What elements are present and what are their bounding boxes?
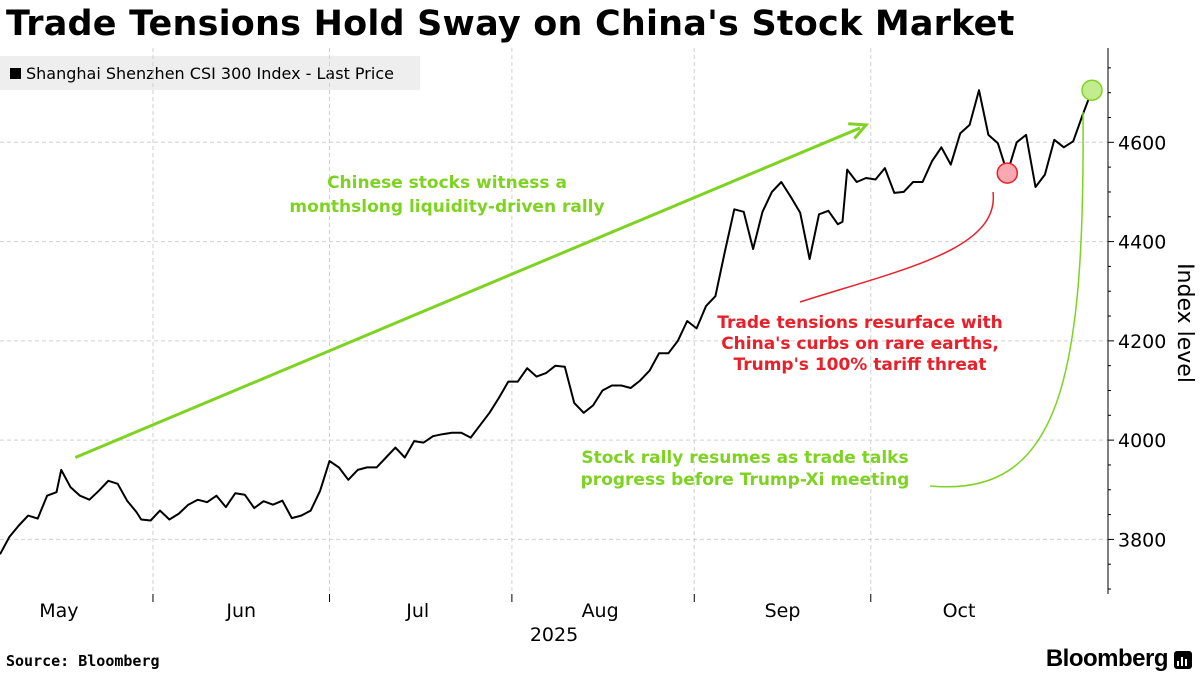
- legend: Shanghai Shenzhen CSI 300 Index - Last P…: [0, 56, 420, 90]
- series-line: [0, 89, 1093, 555]
- x-tick-label: Jul: [405, 600, 429, 622]
- gridlines: [0, 48, 1108, 594]
- rally-annotation-text: Chinese stocks witness a: [327, 173, 567, 193]
- resume-annotation-text: progress before Trump-Xi meeting: [581, 470, 910, 490]
- rally-annotation-text: monthslong liquidity-driven rally: [289, 197, 604, 217]
- y-tick-label: 4600: [1118, 132, 1166, 154]
- rally-arrow-head: [848, 122, 870, 140]
- tension-marker: [996, 162, 1019, 184]
- axes: 3800 4000 4200 4400 4600 May Jun Jul Aug Sep Oct 20…: [39, 48, 1197, 646]
- x-axis-label: 2025: [530, 624, 578, 646]
- bloomberg-logo: Bloomberg: [1045, 645, 1169, 672]
- tension-annotation-text: Trump's 100% tariff threat: [733, 355, 986, 375]
- x-tick-label: Jun: [225, 600, 256, 622]
- resume-connector: [929, 111, 1084, 488]
- source-note: Source: Bloomberg: [6, 652, 160, 670]
- resume-marker: [1081, 79, 1103, 101]
- y-tick-label: 4400: [1118, 232, 1166, 254]
- tension-annotation-text: Trade tensions resurface with: [717, 313, 1002, 333]
- y-axis-label: Index level: [1172, 263, 1197, 383]
- resume-annotation-text: Stock rally resumes as trade talks: [581, 448, 908, 468]
- x-tick-label: May: [39, 600, 78, 622]
- x-tick-label: Aug: [582, 600, 619, 622]
- tension-annotation-text: China's curbs on rare earths,: [721, 334, 999, 354]
- series-layer: [0, 89, 1093, 555]
- y-tick-label: 4200: [1118, 331, 1166, 353]
- annotation-layer: Chinese stocks witness a monthslong liqui…: [74, 79, 1103, 490]
- chart-title: Trade Tensions Hold Sway on China's Stoc…: [6, 4, 1015, 44]
- x-tick-label: Oct: [943, 600, 976, 622]
- legend-swatch: [10, 67, 21, 79]
- tension-connector: [799, 191, 994, 303]
- x-tick-label: Sep: [765, 600, 801, 622]
- rally-arrow-shaft: [74, 126, 861, 459]
- y-tick-label: 4000: [1118, 430, 1166, 452]
- bloomberg-terminal-icon: [1174, 651, 1192, 669]
- legend-label: Shanghai Shenzhen CSI 300 Index - Last P…: [26, 63, 394, 83]
- y-tick-label: 3800: [1118, 529, 1166, 551]
